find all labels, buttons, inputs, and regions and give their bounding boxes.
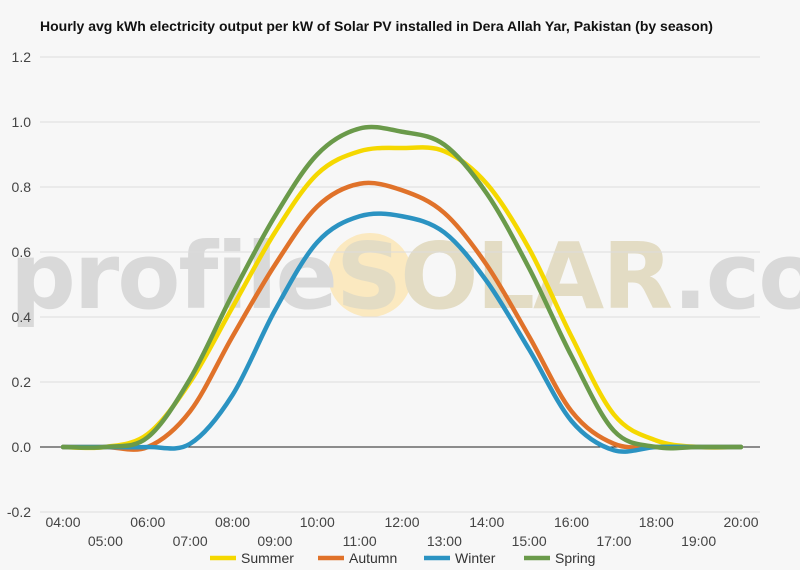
legend: Summer Autumn Winter Spring [210,550,595,566]
x-tick-label: 04:00 [45,514,80,530]
y-tick-label: 0.2 [12,374,32,390]
y-tick-label: 0.0 [12,439,32,455]
y-tick-label: 0.6 [12,244,32,260]
series-lines [60,124,744,454]
y-axis-tick-labels: -0.2 0.0 0.2 0.4 0.6 0.8 1.0 1.2 [7,49,31,520]
x-tick-label: 17:00 [596,533,631,549]
x-tick-label: 09:00 [257,533,292,549]
legend-item-summer[interactable]: Summer [210,550,294,566]
x-tick-label: 08:00 [215,514,250,530]
x-tick-label: 13:00 [427,533,462,549]
grid-lines [40,56,760,513]
x-tick-label: 19:00 [681,533,716,549]
watermark-text: profileSOLAR.com [10,223,800,330]
legend-item-winter[interactable]: Winter [424,550,496,566]
legend-label: Summer [241,550,294,566]
y-tick-label: 1.0 [12,114,32,130]
y-tick-label: 0.4 [12,309,32,325]
series-line-autumn [60,180,744,452]
y-tick-label: 0.8 [12,179,32,195]
x-tick-label: 16:00 [554,514,589,530]
y-tick-label: -0.2 [7,504,31,520]
legend-item-autumn[interactable]: Autumn [318,550,397,566]
series-line-winter [60,211,744,454]
x-tick-label: 10:00 [300,514,335,530]
legend-label: Autumn [349,550,397,566]
x-tick-label: 05:00 [88,533,123,549]
x-tick-label: 06:00 [130,514,165,530]
watermark: profileSOLAR.com [10,223,800,330]
x-tick-label: 18:00 [639,514,674,530]
x-axis-tick-labels: 04:00 05:00 06:00 07:00 08:00 09:00 10:00 11:00… [45,514,758,549]
x-tick-label: 07:00 [173,533,208,549]
watermark-sun-icon [328,233,412,317]
legend-item-spring[interactable]: Spring [524,550,595,566]
x-tick-label: 20:00 [723,514,758,530]
legend-label: Winter [455,550,496,566]
x-tick-label: 11:00 [343,533,377,549]
x-tick-label: 15:00 [512,533,547,549]
y-tick-label: 1.2 [12,49,32,65]
x-tick-label: 14:00 [469,514,504,530]
chart-title: Hourly avg kWh electricity output per kW… [40,18,713,34]
series-line-spring [60,124,744,451]
legend-label: Spring [555,550,595,566]
x-tick-label: 12:00 [384,514,419,530]
